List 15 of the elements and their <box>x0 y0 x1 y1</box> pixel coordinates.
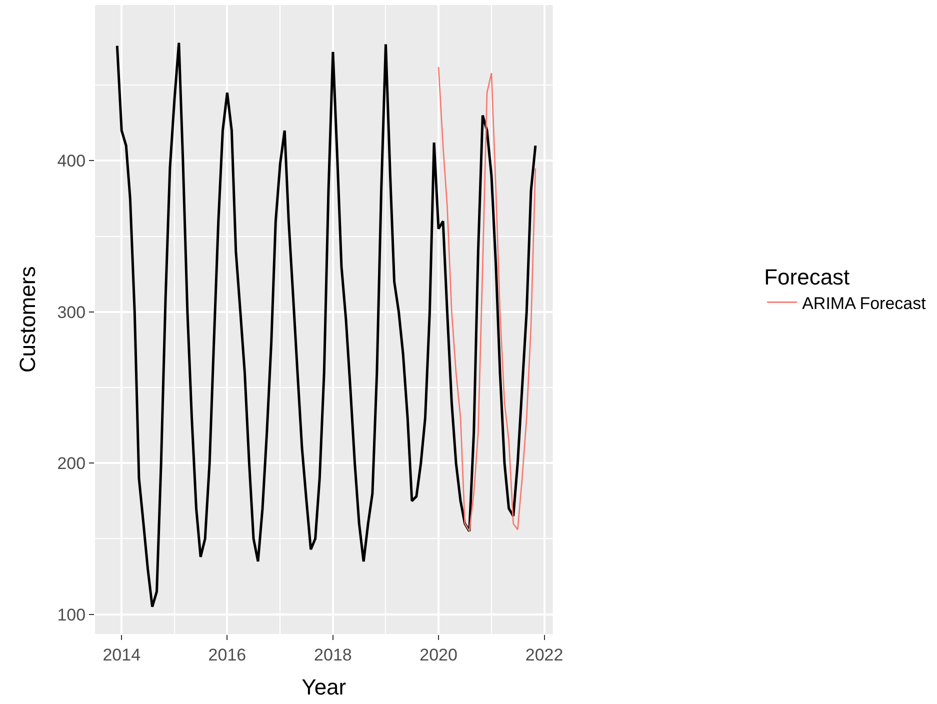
legend-label: ARIMA Forecast <box>802 294 926 313</box>
y-tick-label: 300 <box>57 302 86 322</box>
y-axis-title: Customers <box>15 266 40 373</box>
y-tick-label: 100 <box>57 605 86 624</box>
x-tick-label: 2014 <box>102 645 141 664</box>
legend-title: Forecast <box>764 264 850 290</box>
x-tick-label: 2022 <box>525 645 564 664</box>
x-tick-label: 2018 <box>314 645 352 664</box>
line-series <box>116 42 537 608</box>
x-tick-label: 2020 <box>420 645 458 664</box>
y-tick-label: 400 <box>57 152 86 171</box>
line-series <box>438 66 536 532</box>
x-axis-title: Year <box>302 674 346 700</box>
y-tick-label: 200 <box>57 454 86 474</box>
x-tick-label: 2016 <box>208 645 246 664</box>
